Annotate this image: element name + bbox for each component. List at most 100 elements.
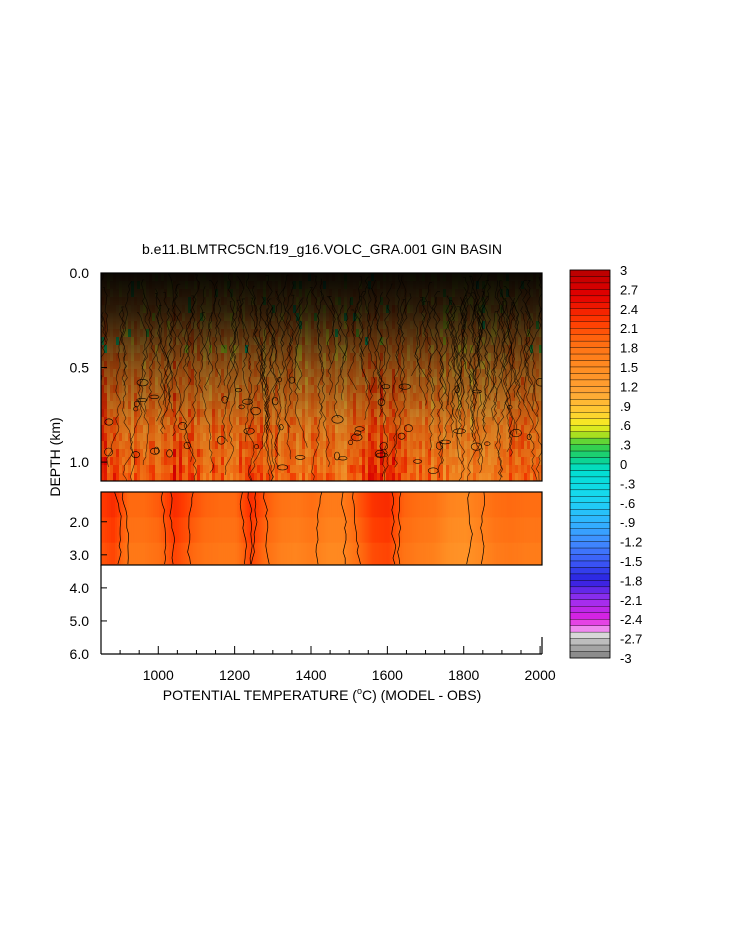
lower-heatmap-cell — [175, 517, 178, 544]
lower-heatmap-cell — [469, 492, 473, 518]
lower-heatmap-cell — [471, 492, 475, 518]
lower-heatmap-cell — [455, 517, 459, 544]
lower-heatmap-cell — [371, 492, 375, 518]
lower-heatmap-cell — [309, 517, 312, 544]
lower-heatmap-cell — [199, 492, 202, 518]
lower-heatmap-cell — [107, 492, 110, 518]
lower-heatmap-cell — [540, 492, 542, 518]
lower-heatmap-cell — [215, 517, 218, 544]
lower-heatmap-cell — [215, 492, 218, 518]
lower-heatmap-cell — [509, 517, 513, 544]
lower-heatmap-cell — [297, 542, 300, 565]
lower-heatmap-cell — [465, 517, 469, 544]
lower-heatmap-cell — [363, 492, 367, 518]
lower-heatmap-cell — [103, 492, 106, 518]
upper-contour-loop — [484, 441, 491, 446]
lower-heatmap-cell — [325, 517, 329, 544]
upper-contour-line — [381, 283, 393, 389]
lower-heatmap-cell — [199, 542, 202, 565]
lower-heatmap-cell — [509, 542, 513, 565]
lower-heatmap-cell — [515, 517, 519, 544]
lower-heatmap-cell — [349, 542, 353, 565]
colorbar-label: 1.8 — [620, 341, 638, 356]
lower-heatmap-cell — [407, 542, 411, 565]
lower-heatmap-cell — [135, 492, 138, 518]
lower-heatmap-cell — [227, 492, 230, 518]
lower-heatmap-cell — [251, 542, 254, 565]
lower-heatmap-cell — [305, 517, 308, 544]
lower-heatmap-cell — [499, 517, 503, 544]
lower-heatmap-cell — [481, 492, 485, 518]
colorbar-box — [569, 554, 611, 562]
upper-contour-line — [450, 297, 466, 438]
upper-contour-line — [121, 281, 132, 386]
lower-heatmap-cell — [409, 492, 413, 518]
lower-heatmap-cell — [269, 492, 272, 518]
lower-heatmap-cell — [309, 542, 312, 565]
lower-heatmap-cell — [463, 517, 467, 544]
lower-heatmap-cell — [187, 517, 190, 544]
lower-heatmap-cell — [365, 517, 369, 544]
lower-heatmap-cell — [123, 542, 126, 565]
upper-contour-line — [327, 296, 347, 401]
upper-contour-line — [355, 296, 365, 357]
lower-heatmap-cell — [469, 542, 473, 565]
upper-contour-line — [160, 273, 176, 435]
lower-heatmap-cell — [217, 517, 220, 544]
lower-heatmap-cell — [133, 492, 136, 518]
lower-heatmap-cell — [293, 542, 296, 565]
upper-contour-line — [524, 308, 542, 481]
lower-heatmap-cell — [401, 517, 405, 544]
upper-contour-loop — [238, 404, 245, 410]
lower-heatmap-cell — [441, 492, 445, 518]
lower-heatmap-cell — [205, 542, 208, 565]
lower-heatmap-cell — [111, 542, 114, 565]
lower-heatmap-cell — [405, 542, 409, 565]
colorbar: 32.72.42.11.81.51.2.9.6.30-.3-.6-.9-1.2-… — [569, 263, 642, 666]
lower-heatmap-cell — [457, 517, 461, 544]
lower-heatmap-cell — [223, 542, 226, 565]
lower-heatmap-cell — [265, 517, 268, 544]
lower-contour-line — [160, 492, 167, 565]
upper-contour-line — [481, 291, 491, 432]
lower-y-tick-label: 4.0 — [70, 580, 90, 596]
upper-contour-line — [316, 278, 331, 468]
lower-heatmap-cell — [457, 492, 461, 518]
lower-heatmap-cell — [407, 492, 411, 518]
lower-heatmap-cell — [419, 517, 423, 544]
upper-contour-line — [439, 295, 456, 465]
lower-heatmap-cell — [481, 517, 485, 544]
lower-heatmap-cell — [175, 492, 178, 518]
lower-heatmap-cell — [127, 517, 130, 544]
lower-heatmap-cell — [463, 542, 467, 565]
lower-heatmap-cell — [273, 517, 276, 544]
lower-heatmap-cell — [461, 517, 465, 544]
lower-heatmap-cell — [167, 492, 170, 518]
lower-heatmap-cell — [125, 542, 128, 565]
lower-heatmap-cell — [147, 517, 150, 544]
lower-heatmap-cell — [117, 542, 120, 565]
lower-heatmap-cell — [101, 492, 104, 518]
lower-heatmap-cell — [507, 492, 511, 518]
lower-heatmap-cell — [499, 542, 503, 565]
colorbar-box — [569, 282, 611, 290]
lower-heatmap-cell — [121, 517, 124, 544]
upper-contour-loop — [295, 455, 306, 460]
lower-heatmap-cell — [517, 542, 521, 565]
upper-contour-line — [449, 287, 468, 464]
lower-heatmap-cell — [243, 542, 246, 565]
lower-heatmap-cell — [101, 542, 104, 565]
lower-heatmap-cell — [223, 492, 226, 518]
colorbar-box — [569, 276, 611, 284]
lower-heatmap-cell — [179, 542, 182, 565]
lower-heatmap-cell — [159, 517, 162, 544]
lower-heatmap-cell — [329, 517, 333, 544]
upper-contour-line — [467, 295, 489, 481]
colorbar-box — [569, 515, 611, 523]
x-axis-label-degree: o — [357, 686, 362, 696]
lower-heatmap-cell — [177, 517, 180, 544]
lower-heatmap-cell — [293, 492, 296, 518]
lower-heatmap-cell — [275, 542, 278, 565]
lower-heatmap-cell — [237, 517, 240, 544]
upper-contour-line — [448, 300, 466, 437]
